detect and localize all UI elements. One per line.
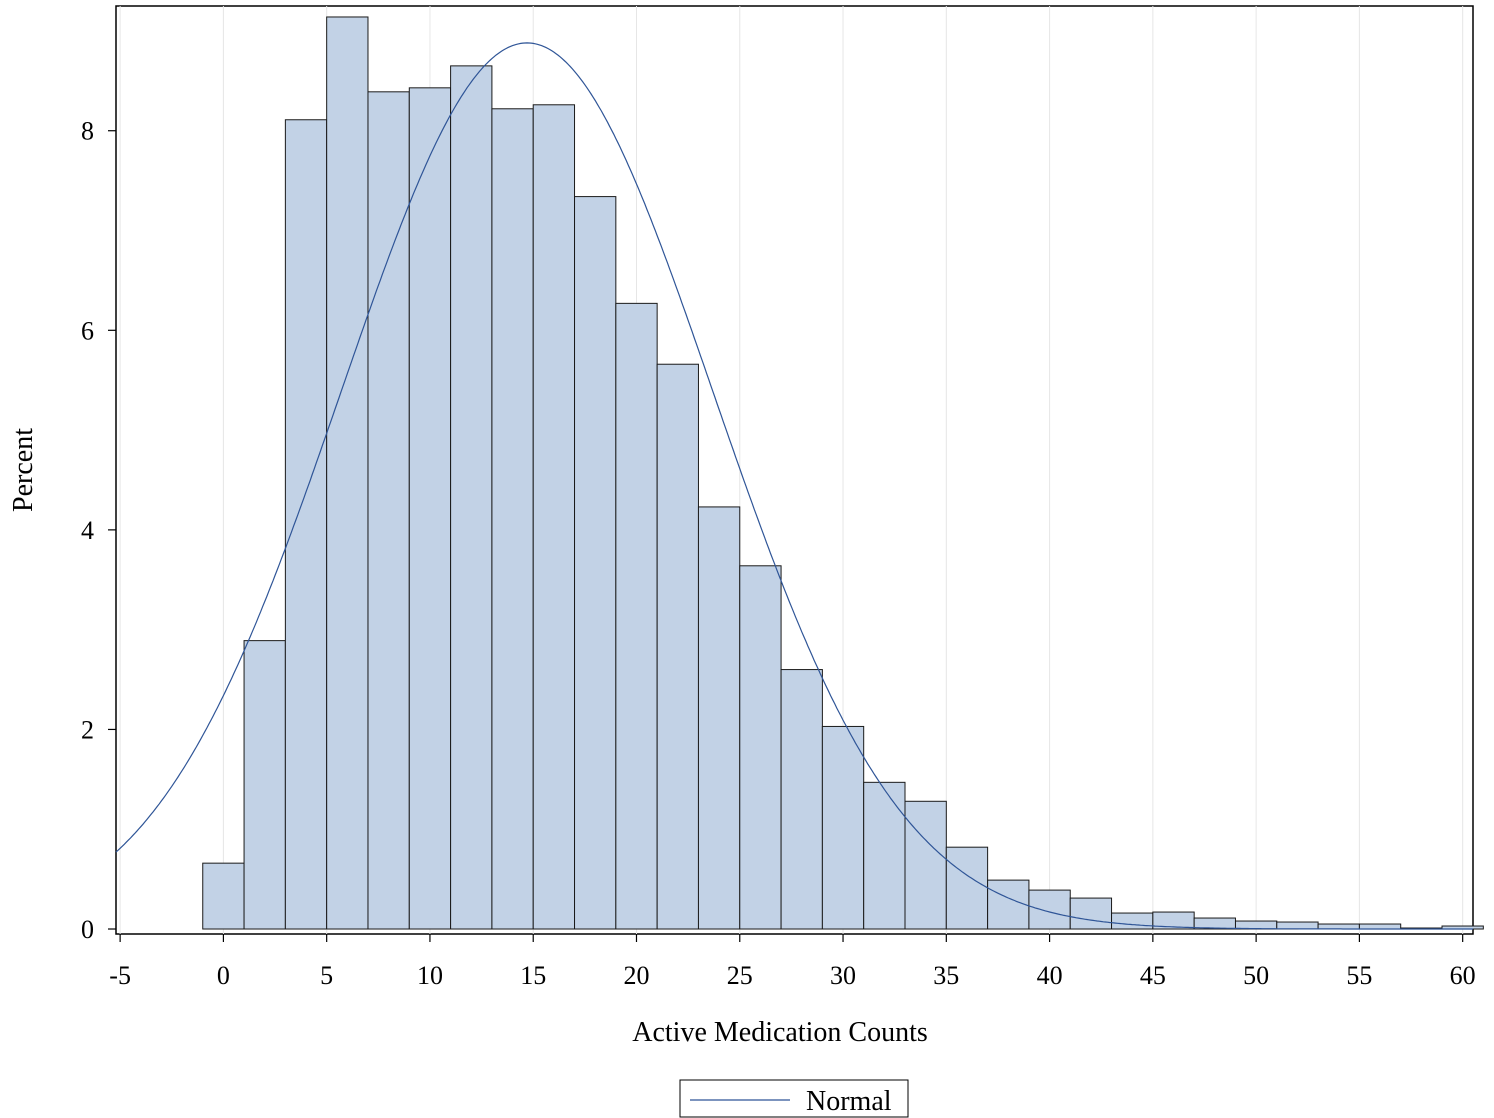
x-tick-label-55: 55 xyxy=(1346,961,1372,990)
y-axis-label: Percent xyxy=(8,428,39,512)
normal-curve xyxy=(115,42,1473,930)
legend: Normal xyxy=(679,1079,909,1118)
x-tick-label--5: -5 xyxy=(109,961,131,990)
bars xyxy=(202,16,1484,930)
histogram-bar-3 xyxy=(326,16,369,930)
histogram-bar-7 xyxy=(491,108,534,930)
x-tick-label-25: 25 xyxy=(727,961,753,990)
x-tick-label-5: 5 xyxy=(320,961,333,990)
x-tick-label-15: 15 xyxy=(520,961,546,990)
histogram-bar-9 xyxy=(574,196,617,930)
histogram-bar-1 xyxy=(243,640,286,930)
x-tick-label-20: 20 xyxy=(623,961,649,990)
x-tick-label-40: 40 xyxy=(1037,961,1063,990)
histogram-bar-16 xyxy=(863,781,906,930)
histogram-bar-18 xyxy=(945,846,989,930)
histogram-bar-14 xyxy=(780,669,823,930)
histogram-bar-22 xyxy=(1111,912,1154,930)
x-tick-label-60: 60 xyxy=(1450,961,1476,990)
histogram-bar-15 xyxy=(821,725,865,930)
histogram-bar-11 xyxy=(656,363,699,930)
x-axis-label: Active Medication Counts xyxy=(632,1017,928,1048)
histogram-bar-19 xyxy=(987,879,1030,930)
legend-box xyxy=(679,1079,909,1118)
histogram-bar-6 xyxy=(450,65,493,930)
histogram-bar-25 xyxy=(1234,920,1278,930)
histogram-bar-28 xyxy=(1358,923,1402,930)
histogram-bar-20 xyxy=(1028,889,1071,930)
histogram-bar-26 xyxy=(1276,921,1319,930)
x-tick-label-45: 45 xyxy=(1140,961,1166,990)
axes: -5 0 5 10 15 20 25 30 35 40 45 50 55 60 0 2 4 6 8 xyxy=(81,117,1476,990)
x-tick-label-30: 30 xyxy=(830,961,856,990)
x-tick-label-35: 35 xyxy=(933,961,959,990)
normal-curve-layer xyxy=(115,42,1473,930)
y-tick-label-6: 6 xyxy=(81,316,94,345)
histogram-bar-10 xyxy=(615,302,658,930)
y-tick-label-2: 2 xyxy=(81,715,94,744)
histogram-bar-21 xyxy=(1069,897,1113,930)
histogram-bar-5 xyxy=(408,87,452,930)
histogram-bar-0 xyxy=(202,862,245,930)
histogram-bar-12 xyxy=(697,506,741,930)
x-tick-label-50: 50 xyxy=(1243,961,1269,990)
histogram-bar-17 xyxy=(904,800,947,930)
histogram-bar-4 xyxy=(367,91,410,930)
y-tick-label-8: 8 xyxy=(81,117,94,146)
y-tick-label-0: 0 xyxy=(81,915,94,944)
x-tick-label-10: 10 xyxy=(417,961,443,990)
histogram-bar-27 xyxy=(1317,923,1360,930)
x-tick-label-0: 0 xyxy=(217,961,230,990)
histogram-bar-2 xyxy=(284,119,328,930)
histogram-bar-13 xyxy=(739,565,782,930)
y-tick-label-4: 4 xyxy=(81,516,94,545)
histogram-bar-8 xyxy=(532,104,576,930)
legend-normal-label: Normal xyxy=(806,1086,892,1117)
